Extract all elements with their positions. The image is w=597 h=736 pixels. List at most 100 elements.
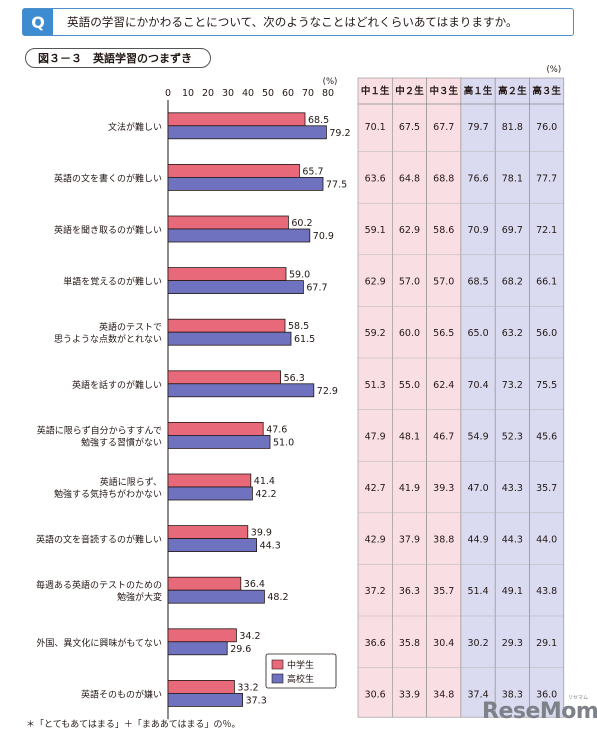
question-badge: Q [23,9,53,35]
bar-value-label: 48.2 [267,592,288,603]
legend-box [265,653,337,689]
bar-junior [167,318,286,333]
x-tick-label: 50 [262,88,274,99]
category-label: 英語に限らず自分からすすんで [37,424,162,436]
bar-value-label: 39.9 [251,528,272,539]
legend-swatch-junior [271,659,284,670]
table-cell: 65.0 [467,328,488,339]
table-cell: 35.7 [536,483,557,494]
table-header: 中２生 [395,85,424,97]
table-cell: 49.1 [502,586,523,597]
bar-senior [167,228,311,243]
bar-value-label: 44.3 [260,541,281,552]
table-cell: 76.6 [467,173,488,184]
x-tick-label: 60 [282,88,294,99]
table-cell: 51.3 [365,380,386,391]
table-cell: 63.6 [365,173,386,184]
table-cell: 54.9 [467,431,488,442]
table-cell: 70.4 [467,380,488,391]
question-banner: Q 英語の学習にかかわることについて、次のようなことはどれくらいあてはまりますか… [22,8,574,36]
x-tick-label: 40 [242,88,254,99]
legend-swatch-senior [271,673,284,684]
bar-value-label: 70.9 [313,231,334,242]
table-cell: 36.3 [399,586,420,597]
bar-senior [167,125,327,140]
table-cell: 67.7 [433,122,454,133]
category-label: 文法が難しい [108,121,162,133]
bar-value-label: 65.7 [302,166,323,177]
table-cell: 57.0 [399,277,420,288]
table-cell: 33.9 [399,689,420,700]
table-cell: 56.5 [433,328,454,339]
x-tick-label: 10 [182,88,194,99]
bar-value-label: 58.5 [288,321,309,332]
bar-junior [167,680,235,694]
table-cell: 73.2 [502,380,523,391]
bar-value-label: 72.9 [317,386,338,397]
category-label: 英語そのものが嫌い [81,688,162,700]
table-cell: 38.3 [502,689,523,700]
bar-value-label: 60.2 [291,218,312,229]
table-header: 中３生 [429,85,458,97]
table-header: 高３生 [532,85,561,97]
category-label: 英語に限らず、 [100,476,162,488]
category-label: 英語の文を音読するのが難しい [36,534,162,546]
x-unit-label: (%) [323,77,338,87]
table-column-bg [529,77,565,718]
table-cell: 75.5 [536,380,557,391]
table-cell: 56.0 [536,328,557,339]
category-label: 英語のテストで [99,321,162,333]
table-column-bg [494,77,530,718]
bar-value-label: 42.2 [255,489,276,500]
category-label: 外国、異文化に興味がもてない [36,637,162,649]
table-cell: 37.2 [365,586,386,597]
table-cell: 69.7 [502,225,523,236]
category-label: 毎週ある英語のテストのための [36,579,162,591]
bar-value-label: 41.4 [254,476,275,487]
legend-label: 高校生 [287,673,314,685]
bar-senior [167,538,257,552]
table-cell: 59.1 [365,225,386,236]
table-cell: 37.4 [467,689,488,700]
bar-junior [167,473,252,488]
table-cell: 45.6 [536,431,557,442]
bar-senior [167,486,253,501]
bar-junior [167,421,264,436]
figure-title: 図３－３ 英語学習のつまずき [25,48,211,68]
bar-senior [167,693,243,707]
resemom-logo: ReseMom [482,699,597,724]
table-cell: 58.6 [433,225,454,236]
table-cell: 39.3 [433,483,454,494]
category-label: 勉強が大変 [117,591,162,603]
table-cell: 76.0 [536,122,557,133]
table-cell: 62.9 [365,277,386,288]
table-cell: 30.2 [467,638,488,649]
table-cell: 78.1 [502,173,523,184]
table-cell: 43.3 [502,483,523,494]
table-cell: 30.4 [433,638,454,649]
table-cell: 59.2 [365,328,386,339]
table-cell: 67.5 [399,122,420,133]
table-column-bg [391,77,427,718]
bar-value-label: 51.0 [273,437,294,448]
bar-junior [167,112,306,127]
x-tick-label: 70 [302,88,314,99]
table-cell: 41.9 [399,483,420,494]
table-cell: 47.0 [467,483,488,494]
table-cell: 68.2 [502,277,523,288]
table-cell: 46.7 [433,431,454,442]
table-cell: 44.0 [536,535,557,546]
footnote: ＊「とてもあてはまる」＋「まああてはまる」の％。 [26,720,241,730]
category-label: 英語を話すのが難しい [72,379,162,391]
table-cell: 35.8 [399,638,420,649]
table-cell: 68.8 [433,173,454,184]
table-cell: 57.0 [433,277,454,288]
bar-value-label: 61.5 [294,334,315,345]
x-tick-label: 0 [165,88,171,99]
table-cell: 30.6 [365,689,386,700]
table-cell: 37.9 [399,535,420,546]
table-cell: 52.3 [502,431,523,442]
table-unit-label: (%) [546,65,561,75]
bar-value-label: 37.3 [246,695,267,706]
